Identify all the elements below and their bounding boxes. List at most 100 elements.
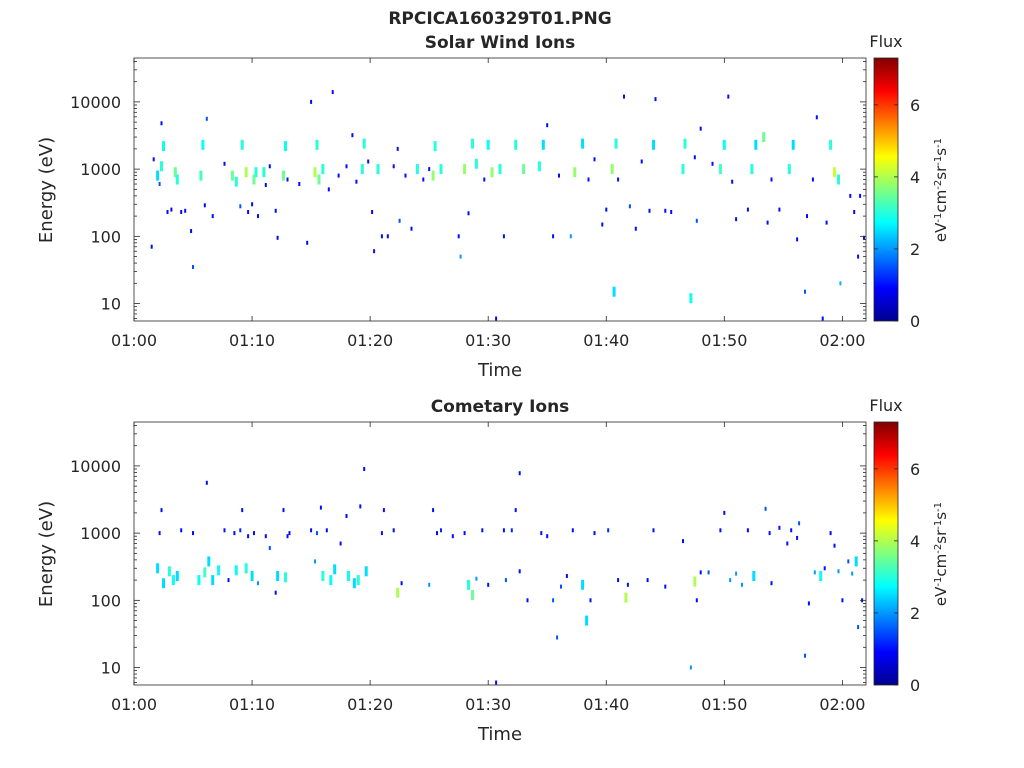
flux-cell — [337, 173, 340, 178]
flux-cell — [770, 177, 773, 182]
flux-cell — [624, 592, 628, 603]
flux-cell — [614, 138, 618, 149]
flux-cell — [750, 164, 754, 175]
flux-cell — [373, 249, 376, 254]
flux-cell — [205, 116, 208, 121]
flux-cell — [823, 566, 826, 571]
flux-cell — [481, 528, 484, 533]
flux-cell — [317, 174, 321, 185]
colorbar-tick-label: 2 — [910, 604, 920, 623]
colorbar-label: Flux — [869, 396, 902, 415]
x-tick-label: 01:10 — [229, 331, 275, 350]
flux-cell — [791, 139, 795, 150]
flux-cell — [752, 571, 756, 581]
flux-cell — [250, 571, 254, 581]
flux-cell — [541, 139, 545, 150]
flux-cell — [239, 204, 242, 209]
flux-cell — [859, 193, 862, 198]
flux-cell — [502, 234, 505, 239]
flux-cell — [699, 126, 702, 131]
y-tick-label: 1000 — [80, 160, 121, 179]
flux-cell — [571, 528, 574, 533]
colorbar — [873, 421, 899, 686]
flux-cell — [363, 467, 366, 471]
flux-cell — [847, 559, 850, 564]
flux-cell — [211, 214, 214, 219]
flux-cell — [217, 565, 221, 576]
flux-cell — [605, 207, 608, 212]
flux-cell — [821, 316, 824, 321]
y-tick-label: 10000 — [70, 457, 121, 476]
flux-cell — [796, 535, 799, 540]
data-marks — [150, 90, 865, 321]
flux-cell — [160, 161, 163, 172]
y-axis-label: Energy (eV) — [36, 501, 57, 607]
flux-cell — [360, 164, 364, 175]
flux-cell — [310, 99, 313, 104]
y-tick-label: 100 — [90, 227, 121, 246]
flux-cell — [522, 164, 526, 175]
flux-cell — [790, 528, 793, 533]
flux-cell — [664, 208, 667, 213]
flux-cell — [257, 214, 259, 219]
flux-cell — [796, 237, 799, 242]
flux-cell — [746, 528, 749, 533]
flux-cell — [162, 141, 165, 152]
flux-cell — [211, 575, 215, 586]
flux-cell — [540, 531, 543, 536]
flux-cell — [766, 220, 769, 225]
flux-cell — [593, 157, 596, 162]
flux-cell — [857, 625, 860, 630]
flux-cell — [652, 528, 655, 533]
flux-cell — [811, 177, 814, 182]
data-marks — [156, 467, 864, 685]
plot-area — [134, 58, 866, 321]
flux-cell — [569, 234, 572, 239]
flux-cell — [581, 579, 585, 590]
flux-cell — [404, 173, 407, 178]
flux-cell — [719, 528, 722, 533]
flux-cell — [284, 141, 287, 152]
flux-cell — [764, 506, 767, 511]
flux-cell — [298, 182, 301, 186]
flux-cell — [345, 164, 348, 169]
flux-cell — [428, 167, 431, 172]
x-axis: 01:00 01:10 01:20 01:30 01:40 01:50 02:00 — [111, 422, 865, 714]
flux-cell — [546, 123, 549, 128]
flux-cell — [589, 598, 592, 603]
flux-cell — [398, 218, 401, 223]
flux-cell — [471, 138, 474, 149]
flux-cell — [474, 158, 478, 169]
flux-cell — [490, 167, 494, 178]
flux-cell — [486, 139, 490, 150]
flux-cell — [628, 204, 631, 209]
flux-cell — [239, 528, 242, 533]
flux-cell — [560, 584, 562, 589]
flux-cell — [610, 164, 614, 175]
flux-cell — [463, 531, 466, 536]
flux-cell — [849, 193, 852, 198]
flux-cell — [463, 164, 467, 175]
flux-cell — [171, 575, 175, 586]
flux-cell — [329, 575, 333, 586]
flux-cell — [264, 534, 267, 539]
flux-cell — [693, 576, 697, 587]
flux-cell — [851, 571, 854, 576]
flux-cell — [699, 570, 702, 575]
flux-cell — [180, 528, 183, 533]
colorbar-label: Flux — [869, 32, 902, 51]
flux-cell — [718, 164, 722, 175]
flux-cell — [707, 570, 710, 575]
flux-cell — [654, 97, 657, 102]
flux-cell — [664, 584, 667, 589]
flux-cell — [475, 576, 478, 581]
flux-cell — [234, 176, 238, 187]
colorbar-tick-label: 2 — [910, 240, 920, 259]
flux-cell — [184, 208, 187, 213]
flux-cell — [735, 571, 738, 576]
flux-cell — [288, 531, 291, 536]
flux-cell — [227, 578, 230, 583]
flux-cell — [617, 578, 620, 583]
flux-cell — [364, 566, 368, 577]
